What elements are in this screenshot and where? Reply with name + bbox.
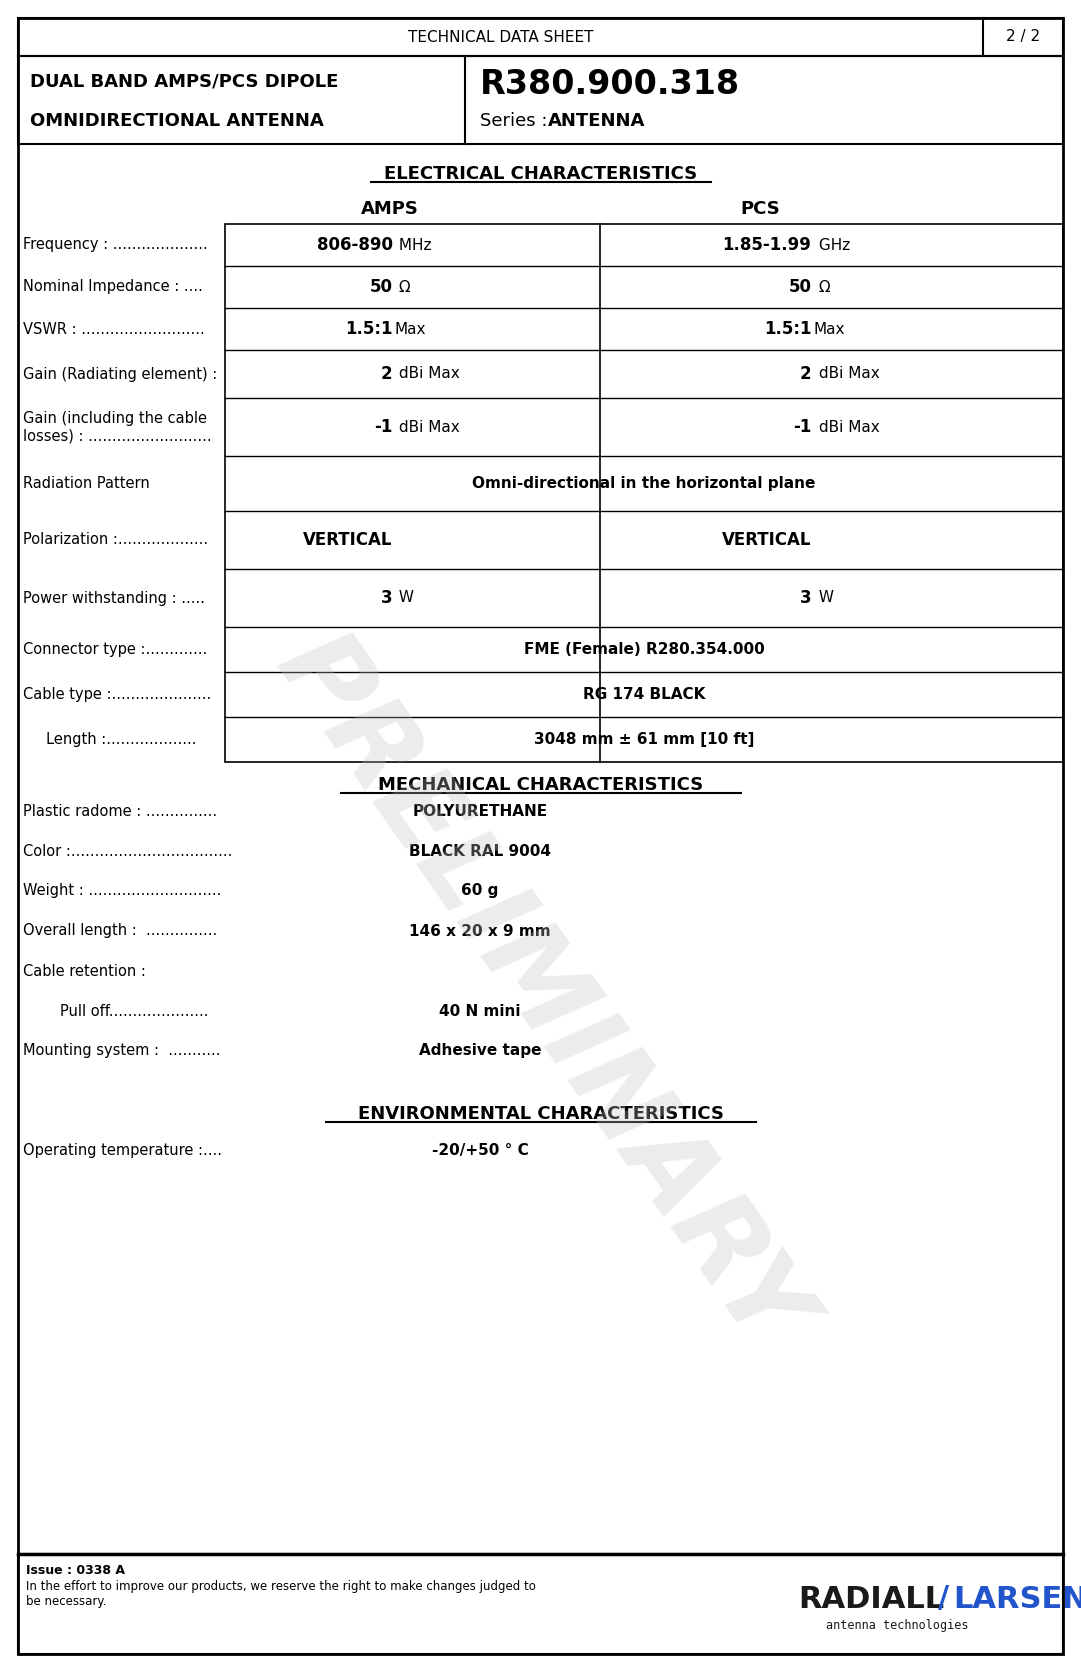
- Text: Ω: Ω: [814, 279, 830, 294]
- Text: Max: Max: [395, 321, 426, 336]
- Text: 3048 mm ± 61 mm [10 ft]: 3048 mm ± 61 mm [10 ft]: [534, 732, 755, 747]
- Text: PRELIMINARY: PRELIMINARY: [255, 617, 825, 1368]
- Text: Gain (including the cable
losses) : ..........................: Gain (including the cable losses) : ....…: [23, 411, 212, 443]
- Text: Radiation Pattern: Radiation Pattern: [23, 477, 150, 492]
- Text: Max: Max: [814, 321, 845, 336]
- Text: Nominal Impedance : ....: Nominal Impedance : ....: [23, 279, 203, 294]
- Text: VSWR : ..........................: VSWR : ..........................: [23, 321, 204, 336]
- Text: dBi Max: dBi Max: [814, 366, 879, 381]
- Text: Cable retention :: Cable retention :: [23, 963, 146, 978]
- Text: 806-890: 806-890: [317, 236, 392, 254]
- Text: AMPS: AMPS: [361, 201, 419, 217]
- Text: In the effort to improve our products, we reserve the right to make changes judg: In the effort to improve our products, w…: [26, 1580, 536, 1608]
- Text: Mounting system :  ...........: Mounting system : ...........: [23, 1043, 221, 1058]
- Bar: [18, 55, 1063, 144]
- Text: DUAL BAND AMPS/PCS DIPOLE: DUAL BAND AMPS/PCS DIPOLE: [30, 74, 338, 90]
- Text: Gain (Radiating element) :: Gain (Radiating element) :: [23, 366, 217, 381]
- Text: 40 N mini: 40 N mini: [439, 1003, 521, 1018]
- Text: 50: 50: [370, 278, 392, 296]
- Text: PCS: PCS: [740, 201, 779, 217]
- Bar: [18, 18, 1063, 55]
- Text: FME (Female) R280.354.000: FME (Female) R280.354.000: [523, 642, 764, 657]
- Text: Plastic radome : ...............: Plastic radome : ...............: [23, 804, 217, 819]
- Text: MECHANICAL CHARACTERISTICS: MECHANICAL CHARACTERISTICS: [378, 776, 703, 794]
- Text: 50: 50: [788, 278, 812, 296]
- Text: MHz: MHz: [395, 237, 432, 252]
- Text: Cable type :.....................: Cable type :.....................: [23, 687, 211, 702]
- Text: Omni-directional in the horizontal plane: Omni-directional in the horizontal plane: [472, 477, 816, 492]
- Text: POLYURETHANE: POLYURETHANE: [413, 804, 548, 819]
- Text: Issue : 0338 A: Issue : 0338 A: [26, 1563, 125, 1577]
- Text: 3: 3: [800, 589, 812, 607]
- Text: W: W: [395, 590, 414, 605]
- Text: 1.5:1: 1.5:1: [764, 319, 812, 338]
- Text: Weight : ............................: Weight : ............................: [23, 883, 222, 898]
- Text: LARSEN: LARSEN: [953, 1585, 1081, 1613]
- Text: VERTICAL: VERTICAL: [722, 532, 812, 548]
- Text: 60 g: 60 g: [462, 883, 498, 898]
- Text: RG 174 BLACK: RG 174 BLACK: [583, 687, 705, 702]
- Text: dBi Max: dBi Max: [814, 420, 879, 435]
- Text: Frequency : ....................: Frequency : ....................: [23, 237, 208, 252]
- Text: TECHNICAL DATA SHEET: TECHNICAL DATA SHEET: [408, 30, 593, 45]
- Text: dBi Max: dBi Max: [395, 366, 461, 381]
- Text: -20/+50 ° C: -20/+50 ° C: [431, 1144, 529, 1159]
- Text: 1.5:1: 1.5:1: [345, 319, 392, 338]
- Text: 1.85-1.99: 1.85-1.99: [722, 236, 812, 254]
- Text: Series :: Series :: [480, 112, 553, 130]
- Text: Operating temperature :....: Operating temperature :....: [23, 1144, 222, 1159]
- Bar: [18, 1553, 1063, 1654]
- Text: ENVIRONMENTAL CHARACTERISTICS: ENVIRONMENTAL CHARACTERISTICS: [358, 1105, 723, 1124]
- Text: -1: -1: [374, 418, 392, 436]
- Text: -1: -1: [793, 418, 812, 436]
- Text: Power withstanding : .....: Power withstanding : .....: [23, 590, 205, 605]
- Text: 2: 2: [381, 364, 392, 383]
- Text: 146 x 20 x 9 mm: 146 x 20 x 9 mm: [410, 923, 551, 938]
- Text: OMNIDIRECTIONAL ANTENNA: OMNIDIRECTIONAL ANTENNA: [30, 112, 323, 130]
- Text: dBi Max: dBi Max: [395, 420, 461, 435]
- Text: antenna technologies: antenna technologies: [826, 1620, 969, 1632]
- Text: 3: 3: [381, 589, 392, 607]
- Text: ANTENNA: ANTENNA: [548, 112, 645, 130]
- Text: Polarization :...................: Polarization :...................: [23, 532, 209, 547]
- Text: Connector type :.............: Connector type :.............: [23, 642, 208, 657]
- Text: GHz: GHz: [814, 237, 850, 252]
- Text: 2 / 2: 2 / 2: [1006, 30, 1040, 45]
- Text: BLACK RAL 9004: BLACK RAL 9004: [409, 843, 551, 858]
- Text: Ω: Ω: [395, 279, 411, 294]
- Text: W: W: [814, 590, 833, 605]
- Text: Adhesive tape: Adhesive tape: [418, 1043, 542, 1058]
- Text: Overall length :  ...............: Overall length : ...............: [23, 923, 217, 938]
- Text: 2: 2: [800, 364, 812, 383]
- Text: R380.900.318: R380.900.318: [480, 67, 740, 100]
- Text: Pull off.....................: Pull off.....................: [23, 1003, 209, 1018]
- Text: /: /: [938, 1585, 949, 1613]
- Text: ELECTRICAL CHARACTERISTICS: ELECTRICAL CHARACTERISTICS: [384, 166, 697, 182]
- Text: Color :..................................: Color :.................................…: [23, 843, 232, 858]
- Text: Length :...................: Length :...................: [23, 732, 197, 747]
- Bar: [225, 224, 1063, 762]
- Text: VERTICAL: VERTICAL: [303, 532, 392, 548]
- Text: RADIALL: RADIALL: [798, 1585, 944, 1613]
